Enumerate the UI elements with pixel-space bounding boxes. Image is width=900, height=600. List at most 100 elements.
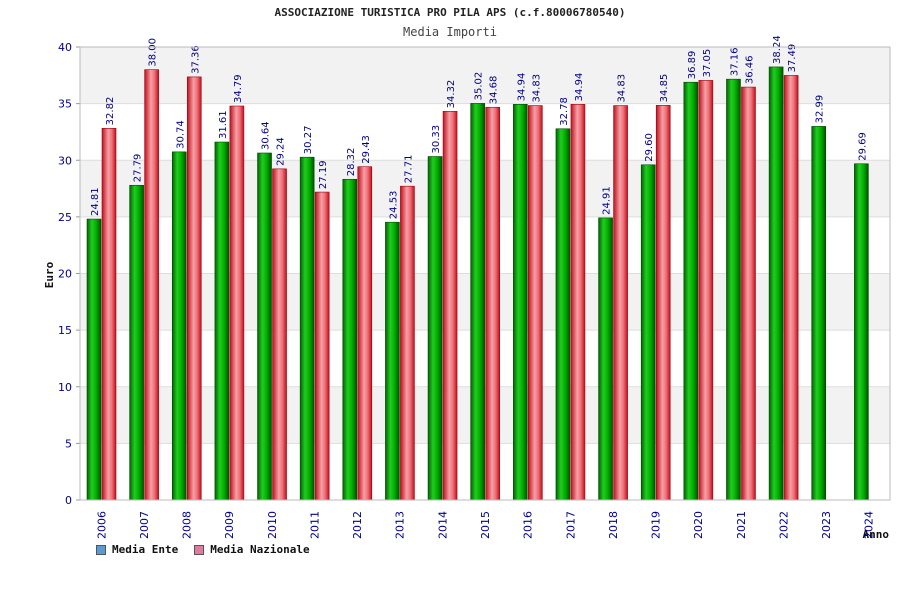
data-label: 29.69 [857,132,868,161]
x-tick-label: 2021 [735,511,748,539]
data-label: 32.99 [815,95,826,124]
x-tick-label: 2022 [777,511,790,539]
legend-swatch-media-ente [96,544,106,555]
bar-media-ente [726,78,741,501]
data-label: 29.60 [644,133,655,162]
x-tick-label: 2024 [863,511,876,539]
y-tick-label: 15 [58,324,72,337]
bar-media-nazionale [655,105,671,501]
bar-media-ente [811,126,827,501]
bar-media-nazionale [400,185,415,501]
bar-media-nazionale [229,105,245,501]
y-axis-label: Euro [43,261,56,288]
data-label: 36.89 [687,51,698,80]
data-label: 34.68 [489,76,500,105]
bar-media-ente [299,156,315,501]
x-tick-label: 2006 [95,511,108,539]
bar-media-ente [470,103,485,501]
x-tick-label: 2015 [479,511,492,539]
bar-media-nazionale [442,111,458,501]
data-label: 37.05 [702,49,713,78]
data-label: 34.83 [531,74,542,103]
x-tick-label: 2018 [607,511,620,539]
x-tick-label: 2016 [522,511,535,539]
bar-media-nazionale [314,191,330,501]
legend-item-media-nazionale: Media Nazionale [194,543,310,556]
x-tick-label: 2007 [138,511,151,539]
data-label: 37.16 [729,48,740,77]
y-tick-label: 5 [65,437,72,450]
bar-media-nazionale [741,86,756,501]
bar-media-nazionale [698,80,714,501]
x-tick-label: 2012 [351,511,364,539]
chart-title: ASSOCIAZIONE TURISTICA PRO PILA APS (c.f… [274,6,626,19]
data-label: 36.46 [744,55,755,84]
y-tick-label: 20 [58,268,72,281]
bar-media-nazionale [272,168,287,501]
bar-media-ente [214,141,230,501]
data-label: 27.79 [133,154,144,183]
y-tick-label: 40 [58,41,72,54]
bar-media-nazionale [570,104,586,501]
bar-media-nazionale [783,75,799,501]
data-label: 32.78 [559,97,570,126]
bar-media-ente [171,151,187,501]
bar-media-nazionale [613,105,628,501]
x-tick-label: 2010 [266,511,279,539]
y-tick-label: 35 [58,98,72,111]
bar-media-ente [513,104,528,501]
legend-item-media-ente: Media Ente [96,543,178,556]
data-label: 30.74 [175,120,186,149]
y-tick-label: 30 [58,154,72,167]
data-label: 35.02 [474,72,485,101]
bar-media-nazionale [357,166,373,501]
data-label: 24.81 [90,187,101,216]
data-label: 34.32 [446,80,457,109]
x-tick-label: 2014 [436,511,449,539]
bar-media-ente [598,217,613,501]
bar-media-ente [683,81,699,501]
bar-media-ente [555,128,571,501]
bar-media-ente [768,66,784,501]
data-label: 28.32 [346,148,357,177]
bar-media-nazionale [144,69,159,501]
bar-media-ente [129,184,144,501]
y-tick-label: 10 [58,381,72,394]
bar-media-ente [427,156,443,501]
data-label: 34.94 [516,73,527,102]
chart-subtitle: Media Importi [403,25,497,39]
data-label: 38.24 [772,35,783,64]
data-label: 30.27 [303,126,314,155]
y-tick-label: 25 [58,211,72,224]
data-label: 24.53 [388,191,399,220]
bar-media-nazionale [101,128,117,501]
data-label: 27.71 [403,155,414,184]
plot-frame [79,46,891,501]
bar-media-ente [342,178,358,501]
data-label: 29.43 [361,135,372,164]
bar-media-ente [854,163,869,501]
x-axis-label: Anno [863,528,890,541]
data-label: 30.64 [261,121,272,150]
data-label: 37.36 [190,45,201,74]
x-tick-label: 2013 [394,511,407,539]
data-label: 27.19 [318,160,329,189]
data-label: 24.91 [602,186,613,215]
bar-media-ente [385,221,400,501]
data-label: 32.82 [105,97,116,126]
bar-media-ente [640,164,656,501]
bar-media-ente [257,152,272,501]
data-label: 31.61 [218,110,229,139]
y-tick-label: 0 [65,494,72,507]
x-tick-label: 2009 [223,511,236,539]
legend-swatch-media-nazionale [194,544,205,555]
x-tick-label: 2023 [820,511,833,539]
x-tick-label: 2019 [650,511,663,539]
x-tick-label: 2008 [181,511,194,539]
x-tick-label: 2020 [692,511,705,539]
data-label: 34.94 [574,73,585,102]
bar-media-nazionale [186,76,202,501]
data-label: 29.24 [276,137,287,166]
data-label: 34.83 [617,74,628,103]
